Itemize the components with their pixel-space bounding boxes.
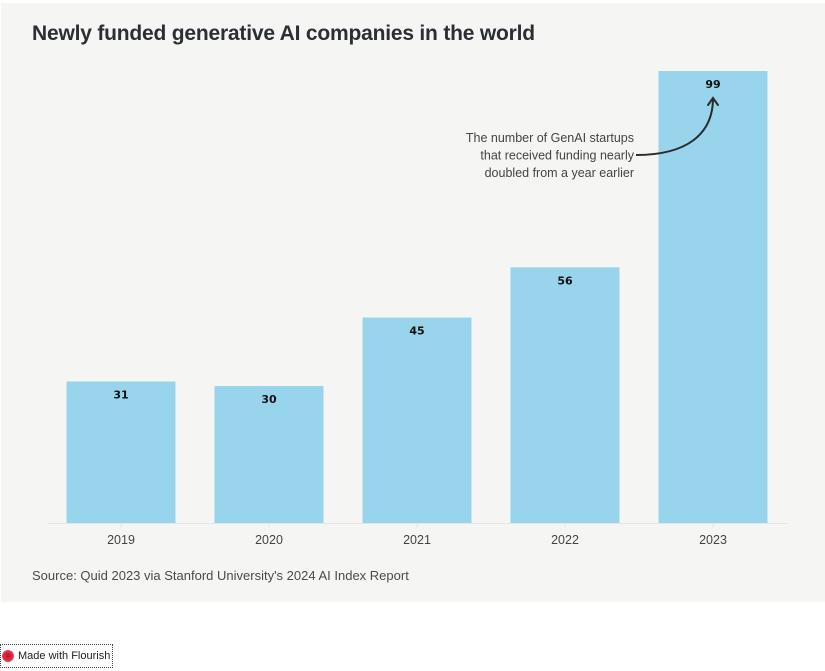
x-tick-label: 2021 [403, 533, 431, 547]
data-label-2023: 99 [705, 78, 720, 91]
annotation-arrow [635, 97, 714, 156]
annotation-line: that received funding nearly [480, 149, 634, 163]
data-label-2020: 30 [261, 393, 277, 406]
x-tick-label: 2023 [699, 533, 727, 547]
data-label-2021: 45 [409, 325, 424, 338]
flourish-logo-icon [2, 650, 14, 662]
bar-2023[interactable] [658, 71, 768, 523]
x-tick-label: 2019 [107, 533, 135, 547]
arrow-head-icon [707, 96, 719, 106]
bar-2022[interactable] [510, 267, 620, 523]
annotation: The number of GenAI startups that receive… [466, 96, 719, 180]
bar-2021[interactable] [362, 317, 472, 523]
chart-title: Newly funded generative AI companies in … [32, 22, 535, 45]
annotation-line: doubled from a year earlier [485, 166, 634, 180]
flourish-badge-label: Made with Flourish [18, 650, 111, 662]
made-with-flourish-badge[interactable]: Made with Flourish [0, 644, 114, 668]
annotation-line: The number of GenAI startups [466, 131, 634, 145]
x-tick-label: 2022 [551, 533, 579, 547]
x-tick-label: 2020 [255, 533, 283, 547]
bar-2020[interactable] [214, 386, 324, 523]
bar-2019[interactable] [66, 381, 176, 523]
data-label-2022: 56 [557, 274, 573, 287]
data-label-2019: 31 [113, 388, 128, 401]
source-note: Source: Quid 2023 via Stanford Universit… [32, 568, 409, 583]
